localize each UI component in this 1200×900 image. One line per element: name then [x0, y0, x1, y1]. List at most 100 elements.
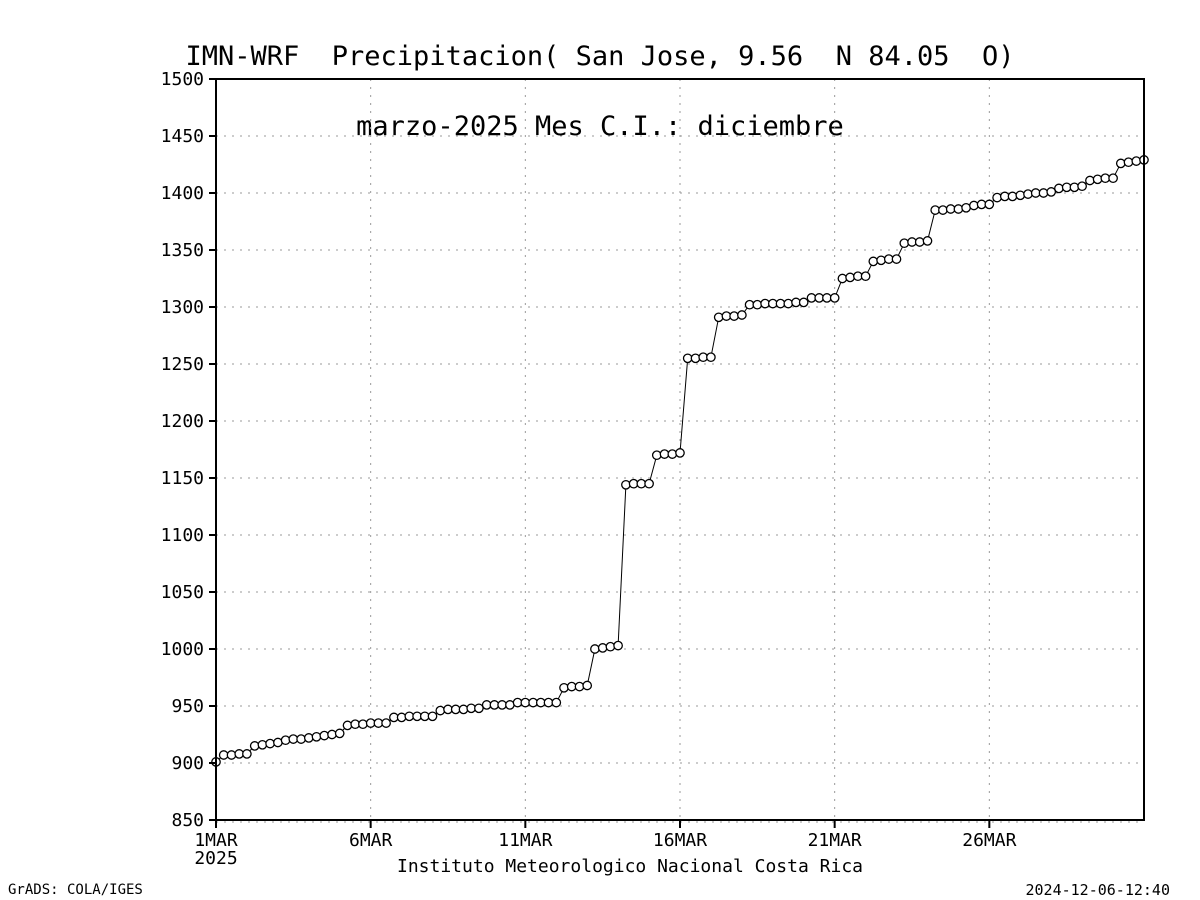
data-point-marker [520, 697, 531, 708]
data-point-marker [497, 700, 507, 710]
data-point-marker [860, 271, 871, 282]
data-point-marker [667, 449, 678, 459]
data-point-marker [737, 310, 747, 320]
data-point-marker [1023, 189, 1033, 199]
data-point-marker [218, 750, 229, 760]
y-axis-tick-label: 1400 [161, 183, 204, 204]
data-point-marker [953, 204, 964, 214]
data-point-marker [798, 297, 809, 308]
data-point-marker [327, 729, 337, 740]
data-point-marker [659, 449, 670, 459]
data-point-marker [992, 192, 1002, 203]
chart-title-line2: marzo-2025 Mes C.I.: diciembre [356, 111, 844, 142]
data-point-marker [891, 254, 902, 264]
data-point-marker [296, 734, 306, 744]
data-point-marker [226, 750, 237, 760]
x-axis-year-label: 2025 [194, 848, 237, 869]
data-point-marker [729, 311, 739, 321]
data-point-marker [551, 697, 562, 708]
data-point-marker [1123, 157, 1134, 168]
data-point-marker [1038, 188, 1049, 198]
data-point-marker [837, 273, 848, 284]
data-point-marker [1007, 191, 1018, 202]
data-point-marker [706, 352, 716, 363]
data-point-marker [303, 733, 314, 743]
x-axis-tick-label: 6MAR [349, 830, 393, 851]
data-point-marker [597, 643, 608, 653]
data-point-marker [435, 705, 446, 716]
x-axis-tick-label: 11MAR [498, 830, 552, 851]
y-axis-tick-label: 1050 [161, 582, 204, 603]
x-axis-tick-label: 1MAR [194, 830, 238, 851]
y-axis-tick-label: 1100 [161, 525, 204, 546]
data-point-marker [381, 718, 391, 728]
data-point-marker [342, 720, 353, 731]
data-point-marker [829, 293, 840, 303]
data-point-marker [1046, 187, 1057, 197]
data-point-marker [984, 199, 995, 210]
data-point-marker [651, 450, 662, 461]
data-point-marker [404, 711, 415, 722]
data-point-marker [605, 641, 616, 652]
data-point-marker [1030, 188, 1041, 198]
data-point-marker [242, 749, 252, 759]
data-point-marker [450, 704, 461, 715]
data-point-marker [566, 681, 577, 692]
data-point-marker [822, 293, 832, 303]
x-axis-tick-label: 16MAR [653, 830, 707, 851]
data-point-marker [543, 697, 554, 708]
x-axis-tick-label: 26MAR [962, 830, 1016, 851]
y-axis-tick-label: 950 [171, 696, 204, 717]
data-point-marker [613, 640, 623, 651]
data-point-marker [1085, 175, 1095, 186]
y-axis-tick-label: 1150 [161, 468, 204, 489]
data-point-marker [868, 256, 879, 267]
data-point-marker [961, 202, 971, 213]
data-point-marker [319, 730, 330, 741]
data-point-marker [1054, 183, 1064, 194]
y-axis-tick-label: 1500 [161, 69, 204, 90]
data-point-marker [288, 734, 299, 744]
data-point-marker [311, 731, 322, 742]
y-axis-tick-label: 1250 [161, 354, 204, 375]
data-point-marker [938, 205, 948, 215]
data-point-marker [969, 200, 979, 211]
data-point-marker [1015, 190, 1026, 201]
data-point-marker [458, 704, 469, 715]
y-axis-tick-label: 1450 [161, 126, 204, 147]
data-point-marker [1108, 173, 1118, 184]
data-point-marker [582, 680, 593, 691]
data-point-marker [1092, 174, 1103, 185]
chart-title-line1: IMN-WRF Precipitacion( San Jose, 9.56 N … [185, 41, 1015, 72]
data-point-marker [621, 479, 631, 490]
data-point-marker [876, 255, 886, 266]
render-timestamp-label: 2024-12-06-12:40 [1025, 881, 1171, 899]
data-point-marker [922, 236, 933, 246]
data-point-marker [690, 353, 701, 364]
y-axis-tick-label: 1350 [161, 240, 204, 261]
y-axis-tick-label: 1300 [161, 297, 204, 318]
data-point-marker [396, 712, 407, 723]
data-point-marker [899, 238, 910, 249]
data-point-marker [280, 735, 291, 746]
data-point-marker [845, 272, 855, 283]
data-point-marker [713, 312, 724, 323]
data-point-marker [1115, 158, 1126, 169]
x-axis-tick-label: 21MAR [808, 830, 862, 851]
data-point-marker [590, 644, 600, 654]
y-axis-tick-label: 850 [171, 810, 204, 831]
data-point-marker [257, 739, 268, 750]
grads-credit-label: GrADS: COLA/IGES [8, 882, 143, 898]
y-axis-tick-label: 1200 [161, 411, 204, 432]
x-axis-title: Instituto Meteorologico Nacional Costa R… [397, 856, 863, 877]
data-point-marker [1077, 181, 1087, 192]
data-point-marker [249, 741, 260, 751]
data-point-marker [358, 719, 368, 730]
data-point-marker [427, 711, 438, 722]
data-point-marker [574, 681, 585, 692]
y-axis-tick-label: 900 [171, 753, 204, 774]
data-point-marker [914, 237, 925, 247]
data-point-marker [474, 703, 484, 714]
data-point-marker [1131, 156, 1142, 166]
